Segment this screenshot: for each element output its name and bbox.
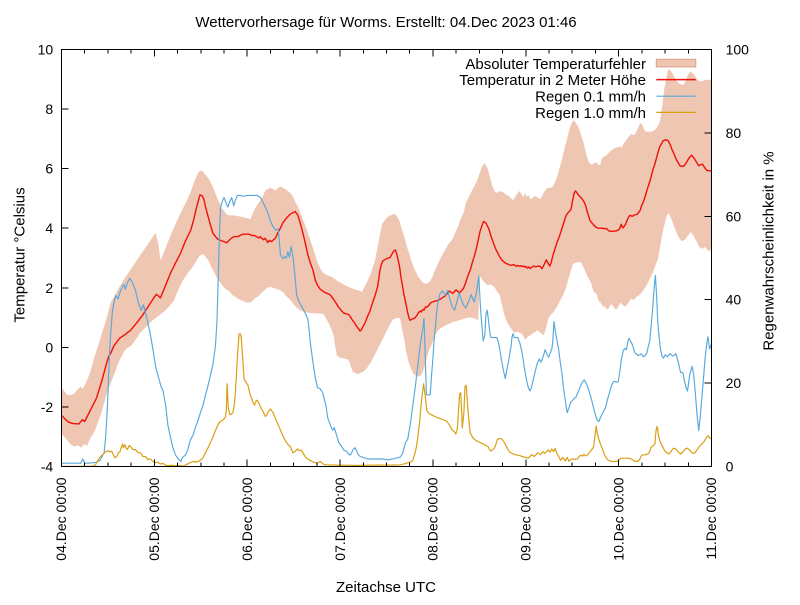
svg-text:-2: -2 — [41, 399, 54, 415]
svg-text:-4: -4 — [41, 459, 54, 475]
svg-text:10.Dec 00:00: 10.Dec 00:00 — [610, 477, 626, 560]
svg-text:07.Dec 00:00: 07.Dec 00:00 — [332, 477, 348, 560]
svg-text:Zeitachse UTC: Zeitachse UTC — [336, 579, 436, 596]
svg-text:40: 40 — [726, 292, 742, 308]
svg-text:6: 6 — [45, 161, 53, 177]
svg-text:Regenwahrscheinlichkeit in %: Regenwahrscheinlichkeit in % — [761, 151, 778, 350]
svg-text:80: 80 — [726, 125, 742, 141]
svg-text:0: 0 — [45, 339, 53, 355]
svg-text:Wettervorhersage für Worms. Er: Wettervorhersage für Worms. Erstellt: 04… — [195, 14, 576, 31]
svg-text:09.Dec 00:00: 09.Dec 00:00 — [518, 477, 534, 560]
svg-text:60: 60 — [726, 208, 742, 224]
svg-text:04.Dec 00:00: 04.Dec 00:00 — [53, 477, 69, 560]
svg-text:10: 10 — [38, 42, 54, 58]
svg-text:0: 0 — [726, 459, 734, 475]
svg-text:11.Dec 00:00: 11.Dec 00:00 — [703, 477, 719, 559]
svg-text:2: 2 — [45, 280, 53, 296]
svg-text:Temperatur in 2 Meter Höhe: Temperatur in 2 Meter Höhe — [459, 72, 646, 89]
svg-text:Temperatur °Celsius: Temperatur °Celsius — [12, 187, 29, 322]
svg-text:05.Dec 00:00: 05.Dec 00:00 — [146, 477, 162, 560]
svg-text:Regen 0.1 mm/h: Regen 0.1 mm/h — [535, 89, 646, 106]
svg-text:Absoluter Temperaturfehler: Absoluter Temperaturfehler — [465, 56, 646, 73]
svg-text:06.Dec 00:00: 06.Dec 00:00 — [239, 477, 255, 560]
svg-text:08.Dec 00:00: 08.Dec 00:00 — [425, 477, 441, 560]
svg-text:100: 100 — [726, 42, 750, 58]
svg-text:Regen 1.0 mm/h: Regen 1.0 mm/h — [535, 105, 646, 122]
svg-text:8: 8 — [45, 101, 53, 117]
svg-text:4: 4 — [45, 220, 53, 236]
svg-text:20: 20 — [726, 375, 742, 391]
